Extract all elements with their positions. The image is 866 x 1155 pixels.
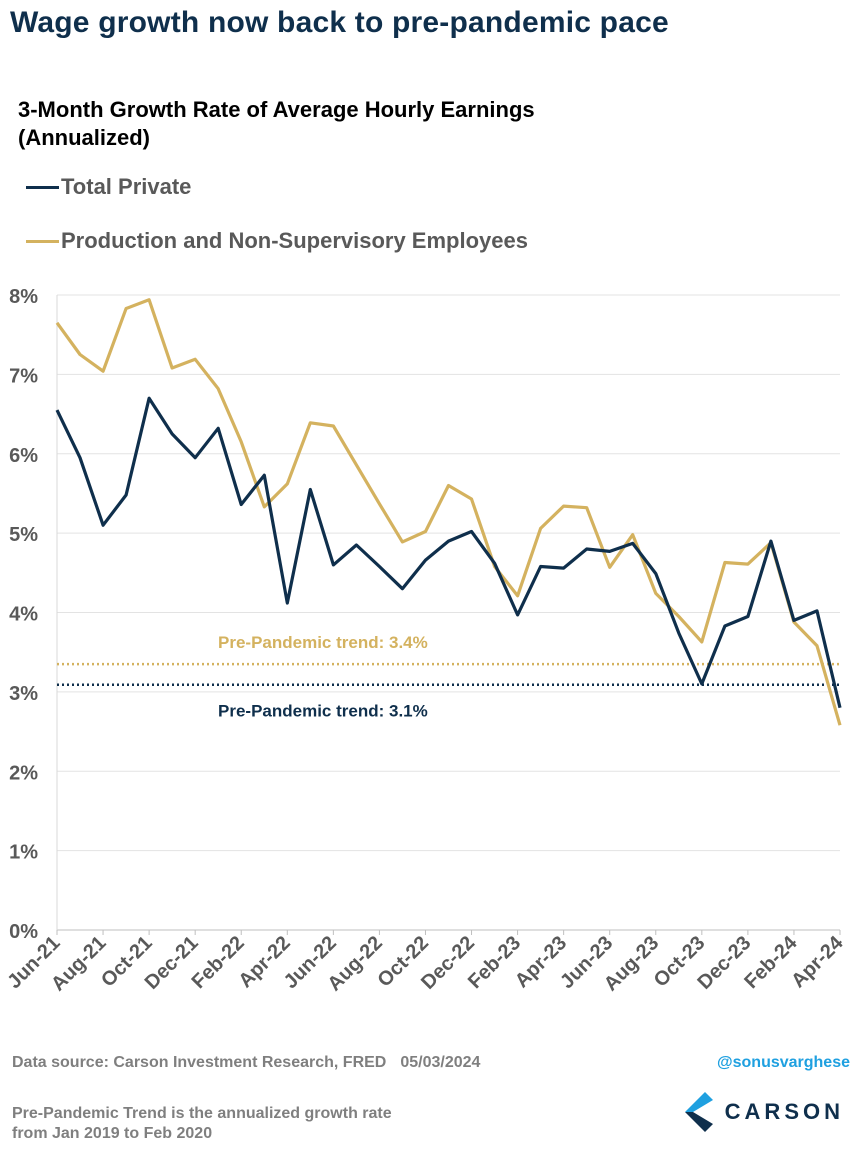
x-tick-label: Feb-24 bbox=[740, 931, 802, 993]
data-source-text: Data source: Carson Investment Research,… bbox=[12, 1054, 387, 1071]
y-tick-label: 0% bbox=[9, 921, 38, 943]
legend-swatch-total-private bbox=[26, 185, 59, 189]
series-line-total-private bbox=[55, 396, 842, 709]
data-source: Data source: Carson Investment Research,… bbox=[12, 1054, 480, 1072]
author-handle: @sonusvarghese bbox=[717, 1054, 850, 1071]
carson-logo-text: CARSON bbox=[724, 1099, 844, 1124]
y-tick-label: 6% bbox=[9, 445, 38, 467]
legend-label-total-private: Total Private bbox=[61, 174, 192, 199]
carson-logo: CARSON bbox=[684, 1090, 844, 1134]
line-chart: 0%1%2%3%4%5%6%7%8%Jun-21Aug-21Oct-21Dec-… bbox=[3, 286, 848, 995]
y-tick-label: 4% bbox=[9, 604, 38, 626]
y-tick-label: 5% bbox=[9, 524, 38, 546]
x-tick-label: Feb-22 bbox=[188, 932, 249, 993]
reference-line-label: Pre-Pandemic trend: 3.4% bbox=[218, 633, 428, 652]
legend-swatch-production bbox=[26, 239, 59, 243]
data-source-date: 05/03/2024 bbox=[400, 1054, 481, 1071]
x-tick-label: Apr-24 bbox=[787, 931, 848, 992]
legend-item-total-private: Total Private bbox=[26, 174, 191, 200]
y-tick-label: 1% bbox=[9, 842, 38, 864]
page-title: Wage growth now back to pre-pandemic pac… bbox=[10, 6, 669, 39]
y-tick-label: 7% bbox=[9, 365, 38, 387]
series-line-production bbox=[55, 298, 842, 726]
footnote-line-1: Pre-Pandemic Trend is the annualized gro… bbox=[12, 1105, 392, 1122]
chart-title: 3-Month Growth Rate of Average Hourly Ea… bbox=[18, 97, 535, 150]
footnote: Pre-Pandemic Trend is the annualized gro… bbox=[12, 1104, 482, 1144]
carson-logo-icon bbox=[684, 1092, 713, 1132]
legend-item-production: Production and Non-Supervisory Employees bbox=[26, 228, 528, 254]
x-tick-label: Feb-23 bbox=[464, 932, 525, 993]
y-tick-label: 3% bbox=[9, 683, 38, 705]
footnote-line-2: from Jan 2019 to Feb 2020 bbox=[12, 1125, 213, 1142]
legend-label-production: Production and Non-Supervisory Employees bbox=[61, 228, 528, 253]
y-tick-label: 8% bbox=[9, 286, 38, 308]
reference-line-label: Pre-Pandemic trend: 3.1% bbox=[218, 702, 428, 721]
y-tick-label: 2% bbox=[9, 762, 38, 784]
